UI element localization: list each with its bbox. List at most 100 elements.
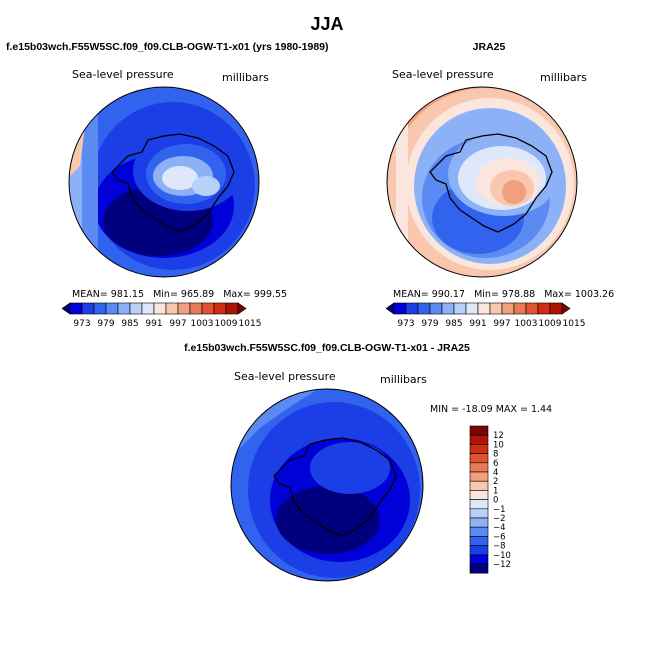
colorbar-high-triangle <box>237 302 247 315</box>
diff-colorbar-swatch <box>469 480 489 491</box>
colorbar-swatch <box>429 302 443 315</box>
model-stats: MEAN= 981.15 Min= 965.89 Max= 999.55 <box>72 289 287 300</box>
colorbar-swatch <box>513 302 527 315</box>
diff-colorbar-swatch <box>469 490 489 500</box>
colorbar-tick-label: 1009 <box>539 319 562 329</box>
diff-colorbar-tick-label: −6 <box>493 532 506 542</box>
colorbar-low-triangle <box>386 302 395 315</box>
diff-colorbar-swatch <box>469 545 489 556</box>
obs-panel-title: JRA25 <box>472 41 506 53</box>
diff-colorbar-swatch <box>469 536 489 546</box>
colorbar-tick-label: 979 <box>421 319 438 329</box>
diff-colorbar-swatch <box>469 425 489 436</box>
diff-colorbar-swatch <box>469 508 489 519</box>
colorbar-swatch <box>69 302 83 315</box>
diff-colorbar-tick-label: 2 <box>493 477 498 487</box>
obs-polar-map <box>386 86 578 278</box>
colorbar-swatch <box>465 302 479 315</box>
diff-colorbar-tick-label: −4 <box>493 523 506 533</box>
colorbar-tick-label: 997 <box>493 319 510 329</box>
diff-colorbar-tick-label: 8 <box>493 450 498 460</box>
colorbar-swatch <box>153 302 167 315</box>
colorbar-swatch <box>225 302 239 315</box>
diff-colorbar-tick-label: −2 <box>493 514 506 524</box>
page-title: JJA <box>310 14 344 34</box>
colorbar-swatch <box>177 302 191 315</box>
diff-colorbar-swatch <box>469 444 489 454</box>
colorbar-tick-label: 1009 <box>215 319 238 329</box>
colorbar-swatch <box>453 302 467 315</box>
colorbar-swatch <box>549 302 563 315</box>
colorbar-swatch <box>201 302 215 315</box>
diff-colorbar-tick-label: −10 <box>493 551 511 561</box>
diff-polar-map <box>230 388 424 582</box>
colorbar-swatch <box>441 302 455 315</box>
colorbar-swatch <box>417 302 431 315</box>
diff-colorbar-tick-label: 0 <box>493 496 498 506</box>
obs-stats: MEAN= 990.17 Min= 978.88 Max= 1003.26 <box>393 289 614 300</box>
diff-colorbar-swatch <box>469 526 489 537</box>
colorbar-tick-label: 1003 <box>515 319 538 329</box>
obs-mean: MEAN= 990.17 <box>393 289 466 300</box>
model-colorbar: 973 979 985 991 997 1003 1009 1015 <box>62 302 262 329</box>
colorbar-tick-label: 991 <box>469 319 486 329</box>
diff-units-label: millibars <box>380 373 427 386</box>
colorbar-swatch <box>537 302 551 315</box>
obs-min: Min= 978.88 <box>474 289 536 300</box>
model-polar-map <box>68 86 260 278</box>
colorbar-swatch <box>141 302 155 315</box>
colorbar-swatch <box>213 302 227 315</box>
diff-colorbar-swatch <box>469 462 489 473</box>
diff-colorbar-swatch <box>469 471 489 482</box>
colorbar-swatch <box>477 302 491 315</box>
diff-colorbar-tick-label: 4 <box>493 468 498 478</box>
diff-colorbar-tick-label: −8 <box>493 542 506 552</box>
colorbar-tick-label: 1015 <box>239 319 262 329</box>
diff-colorbar-tick-label: 1 <box>493 486 498 496</box>
model-min: Min= 965.89 <box>153 289 215 300</box>
obs-units-label: millibars <box>540 71 587 84</box>
diff-minmax: MIN = -18.09 MAX = 1.44 <box>430 404 553 415</box>
diff-colorbar-tick-label: 10 <box>493 440 504 450</box>
colorbar-tick-label: 991 <box>145 319 162 329</box>
diff-colorbar-swatch <box>469 517 489 528</box>
colorbar-swatch <box>393 302 407 315</box>
colorbar-tick-label: 979 <box>97 319 114 329</box>
obs-variable-label: Sea-level pressure <box>392 68 494 81</box>
diff-colorbar-swatch <box>469 453 489 464</box>
diff-colorbar-swatch <box>469 563 489 574</box>
colorbar-swatch <box>105 302 119 315</box>
colorbar-tick-label: 997 <box>169 319 186 329</box>
diff-colorbar-tick-label: −1 <box>493 505 506 515</box>
diff-colorbar-tick-label: 6 <box>493 459 498 469</box>
diff-variable-label: Sea-level pressure <box>234 370 336 383</box>
obs-colorbar: 973 979 985 991 997 1003 1009 1015 <box>386 302 586 329</box>
colorbar-tick-label: 973 <box>73 319 90 329</box>
colorbar-swatch <box>117 302 131 315</box>
colorbar-swatch <box>489 302 503 315</box>
diff-colorbar-swatch <box>469 434 489 445</box>
colorbar-swatch <box>525 302 539 315</box>
colorbar-swatch <box>93 302 107 315</box>
diff-colorbar-swatch <box>469 554 489 565</box>
model-max: Max= 999.55 <box>223 289 288 300</box>
diff-panel-title: f.e15b03wch.F55W5SC.f09_f09.CLB-OGW-T1-x… <box>184 342 470 354</box>
colorbar-swatch <box>81 302 95 315</box>
obs-max: Max= 1003.26 <box>544 289 615 300</box>
colorbar-swatch <box>189 302 203 315</box>
colorbar-high-triangle <box>561 302 571 315</box>
diff-colorbar-tick-label: −12 <box>493 560 511 570</box>
model-mean: MEAN= 981.15 <box>72 289 145 300</box>
colorbar-tick-label: 1003 <box>191 319 214 329</box>
model-units-label: millibars <box>222 71 269 84</box>
diff-colorbar-tick-label: 12 <box>493 431 504 441</box>
model-panel-title: f.e15b03wch.F55W5SC.f09_f09.CLB-OGW-T1-x… <box>6 41 329 53</box>
colorbar-swatch <box>129 302 143 315</box>
colorbar-tick-label: 985 <box>121 319 138 329</box>
colorbar-tick-label: 973 <box>397 319 414 329</box>
diff-colorbar-swatch <box>469 499 489 510</box>
colorbar-swatch <box>501 302 515 315</box>
model-variable-label: Sea-level pressure <box>72 68 174 81</box>
colorbar-tick-label: 1015 <box>563 319 586 329</box>
